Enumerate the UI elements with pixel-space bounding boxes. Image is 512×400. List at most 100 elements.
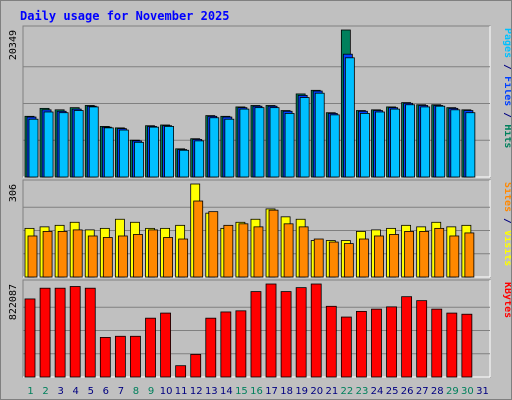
bar-pages-day-21: [329, 114, 340, 178]
bar-kbytes-day-12: [190, 353, 202, 378]
bar-pages-day-20: [314, 92, 325, 178]
bar-sites-day-23: [359, 238, 369, 278]
x-tick-label-day-2: 2: [42, 386, 48, 397]
x-tick-label-day-24: 24: [371, 386, 384, 397]
x-tick-label-day-5: 5: [88, 386, 94, 397]
bar-pages-day-18: [284, 113, 295, 178]
bar-pages-day-22: [344, 57, 355, 178]
bar-pages-day-16: [254, 107, 265, 178]
bar-kbytes-day-15: [235, 310, 247, 378]
bar-pages-day-23: [360, 113, 370, 178]
bar-sites-day-12: [193, 200, 204, 278]
x-tick-label-day-16: 16: [250, 386, 263, 397]
bar-pages-day-27: [420, 106, 431, 178]
bar-pages-day-2: [43, 111, 54, 178]
x-tick-label-day-28: 28: [431, 386, 444, 397]
bar-pages-day-11: [179, 149, 190, 178]
bar-kbytes-day-22: [340, 316, 352, 378]
legend-text: Sites: [502, 182, 512, 212]
bar-sites-day-27: [419, 231, 430, 278]
x-tick-label-day-4: 4: [73, 386, 79, 397]
bar-pages-day-26: [405, 104, 416, 178]
bar-pages-day-30: [465, 112, 476, 178]
chart-title: Daily usage for November 2025: [20, 9, 230, 23]
bar-sites-day-17: [268, 209, 279, 278]
bar-sites-day-7: [117, 235, 128, 278]
bar-sites-day-20: [313, 238, 324, 278]
bar-kbytes-day-5: [84, 287, 96, 378]
bar-sites-day-13: [208, 211, 219, 278]
bar-sites-day-1: [27, 235, 38, 278]
bar-pages-day-1: [28, 118, 39, 178]
bar-pages-day-15: [239, 108, 250, 178]
x-tick-label-day-6: 6: [103, 386, 109, 397]
bar-pages-day-29: [450, 109, 461, 178]
bar-pages-day-5: [88, 106, 99, 178]
bar-sites-day-4: [72, 229, 83, 278]
bar-pages-day-4: [73, 110, 84, 178]
bar-kbytes-day-2: [39, 287, 51, 378]
x-tick-label-day-3: 3: [57, 386, 63, 397]
bar-sites-day-21: [328, 241, 339, 278]
panel-legend-label: Sites / Visits: [502, 182, 512, 266]
bar-sites-day-2: [42, 231, 53, 278]
bar-pages-day-25: [390, 108, 400, 178]
x-tick-label-day-9: 9: [148, 386, 154, 397]
bar-kbytes-day-24: [371, 308, 382, 378]
x-tick-label-day-10: 10: [160, 386, 173, 397]
bar-kbytes-day-4: [69, 286, 81, 378]
bar-pages-day-24: [375, 111, 385, 178]
bar-sites-day-16: [253, 226, 264, 278]
bar-sites-day-14: [223, 224, 234, 278]
x-tick-label-day-19: 19: [295, 386, 308, 397]
legend-text: Files: [502, 76, 512, 106]
bar-sites-day-8: [133, 234, 143, 278]
bar-kbytes-day-29: [446, 312, 458, 378]
panel-max-label: 20349: [8, 30, 19, 60]
legend-text: Visits: [502, 230, 512, 266]
bar-kbytes-day-27: [416, 300, 428, 378]
panel-max-label: 306: [8, 184, 19, 202]
bar-kbytes-day-28: [431, 308, 443, 378]
bar-kbytes-day-25: [386, 306, 397, 378]
bar-kbytes-day-11: [175, 365, 187, 378]
bar-sites-day-22: [343, 243, 354, 278]
x-tick-label-day-1: 1: [27, 386, 33, 397]
bar-kbytes-day-20: [310, 283, 322, 378]
bar-pages-day-28: [435, 105, 446, 178]
bar-sites-day-25: [389, 234, 399, 278]
x-tick-label-day-7: 7: [118, 386, 124, 397]
bar-sites-day-19: [298, 226, 309, 278]
panel-visits-sites: 306 Sites / Visits: [8, 179, 512, 278]
x-tick-label-day-8: 8: [133, 386, 139, 397]
bar-pages-day-7: [118, 129, 129, 178]
legend-text: Pages: [502, 28, 512, 58]
bar-sites-day-26: [404, 231, 415, 278]
bar-sites-day-15: [238, 223, 249, 278]
bar-pages-day-6: [103, 127, 114, 178]
bar-kbytes-day-18: [280, 291, 292, 378]
chart-panels: 20349 Pages / Files / Hits 306 Sites / Visi…: [8, 25, 512, 378]
panel-legend-label: KBytes: [502, 282, 512, 318]
bar-sites-day-30: [464, 232, 475, 278]
x-tick-label-day-17: 17: [265, 386, 278, 397]
bar-kbytes-day-16: [250, 291, 262, 378]
bar-sites-day-9: [148, 229, 158, 278]
x-tick-label-day-14: 14: [220, 386, 233, 397]
bar-pages-day-13: [209, 117, 220, 178]
bar-pages-day-19: [299, 97, 310, 178]
x-tick-label-day-18: 18: [280, 386, 293, 397]
x-tick-label-day-20: 20: [310, 386, 323, 397]
legend-text: /: [502, 106, 512, 124]
x-tick-label-day-29: 29: [446, 386, 459, 397]
bar-kbytes-day-1: [24, 298, 36, 378]
bar-sites-day-18: [283, 223, 294, 278]
x-tick-label-day-15: 15: [235, 386, 248, 397]
bar-kbytes-day-3: [54, 287, 66, 378]
bar-pages-day-8: [134, 141, 144, 178]
bar-kbytes-day-9: [145, 317, 156, 378]
bar-kbytes-day-7: [114, 335, 126, 378]
bar-kbytes-day-6: [99, 337, 111, 378]
bar-kbytes-day-26: [401, 296, 413, 378]
bar-sites-day-3: [57, 231, 68, 278]
